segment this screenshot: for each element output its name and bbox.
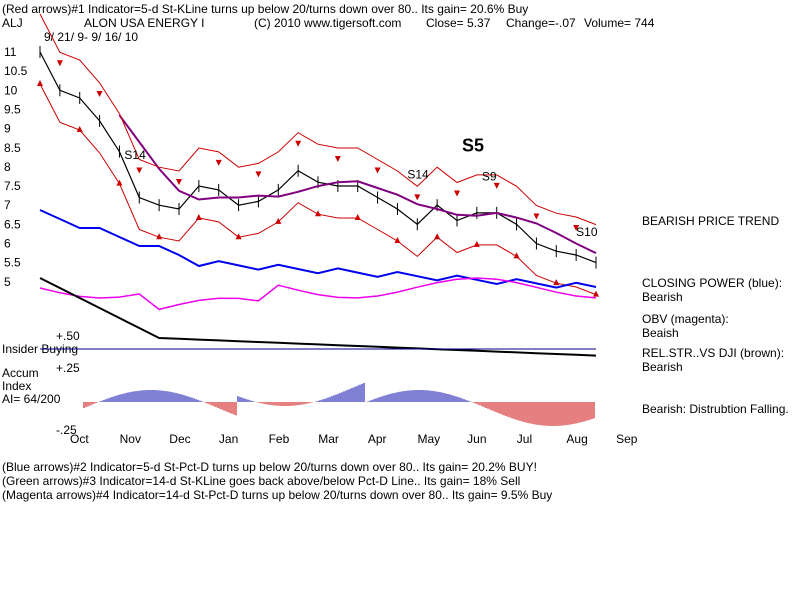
footer-indicator-2: (Blue arrows)#2 Indicator=5-d St-Pct-D t…: [2, 460, 537, 474]
lower-band-line: [39, 83, 597, 296]
month-label: Mar: [318, 432, 339, 446]
price-tick-label: 7.5: [4, 179, 21, 193]
sell-arrow-icon: [334, 156, 341, 163]
upper-band-line: [39, 13, 597, 226]
price-tick-label: 5.5: [4, 256, 21, 270]
signal-label: S14: [124, 148, 146, 162]
trend-label: BEARISH PRICE TREND: [642, 214, 780, 228]
ticker-symbol: ALJ: [2, 16, 23, 30]
volume: Volume= 744: [584, 16, 655, 30]
price-tick-label: 8.5: [4, 141, 21, 155]
buy-arrow-icon: [434, 233, 441, 240]
close-price: Close= 5.37: [426, 16, 491, 30]
buy-arrow-icon: [116, 179, 123, 186]
buy-arrow-icon: [76, 125, 83, 132]
price-tick-label: 8: [4, 160, 11, 174]
sell-arrow-icon: [374, 167, 381, 174]
price-tick-label: 5: [4, 275, 11, 289]
accum-tick-label: +.50: [56, 329, 80, 343]
month-label: Oct: [70, 432, 89, 446]
signal-label: S9: [482, 169, 497, 183]
month-label: Apr: [368, 432, 387, 446]
sell-arrow-icon: [56, 60, 63, 67]
relative-strength-line: [39, 277, 597, 357]
month-label: Jul: [517, 432, 532, 446]
closing-power-line: [39, 209, 597, 289]
month-label: Aug: [566, 432, 587, 446]
buy-arrow-icon: [593, 290, 599, 297]
month-label: Nov: [120, 432, 141, 446]
buy-arrow-icon: [473, 240, 480, 247]
copyright: (C) 2010 www.tigersoft.com: [254, 16, 402, 30]
buy-arrow-icon: [156, 233, 163, 240]
month-label: May: [418, 432, 441, 446]
sell-arrow-icon: [136, 167, 143, 174]
footer-indicator-4: (Magenta arrows)#4 Indicator=14-d St-Pct…: [2, 488, 553, 502]
moving-average-line: [118, 114, 597, 255]
buy-arrow-icon: [235, 233, 242, 240]
price-tick-label: 10: [4, 83, 18, 97]
buy-arrow-icon: [275, 217, 282, 224]
sell-arrow-icon: [533, 213, 540, 220]
month-label: Sep: [616, 432, 638, 446]
buy-arrow-icon: [513, 252, 520, 259]
price-tick-label: 9: [4, 122, 11, 136]
relstr-value: Bearish: [642, 360, 683, 374]
obv-line: [39, 277, 597, 311]
company-name: ALON USA ENERGY I: [84, 16, 205, 30]
relstr-title: REL.STR..VS DJI (brown):: [642, 346, 785, 360]
sell-arrow-icon: [255, 171, 262, 178]
closing-power-title: CLOSING POWER (blue):: [642, 276, 783, 290]
price-tick-label: 11: [4, 45, 17, 59]
price-tick-label: 6.5: [4, 217, 21, 231]
buy-arrow-icon: [354, 214, 361, 221]
sell-arrow-icon: [96, 90, 103, 97]
header-indicator-1: (Red arrows)#1 Indicator=5-d St-KLine tu…: [2, 2, 529, 16]
month-label: Feb: [269, 432, 290, 446]
price-tick-label: 7: [4, 198, 11, 212]
accum-title: Accum: [2, 366, 39, 380]
obv-title: OBV (magenta):: [642, 312, 729, 326]
signal-label: S10: [576, 225, 598, 239]
month-label: Jan: [219, 432, 238, 446]
sell-arrow-icon: [414, 194, 421, 201]
date-range: 9/ 21/ 9- 9/ 16/ 10: [44, 30, 139, 44]
signal-label: S5: [462, 136, 484, 156]
sell-arrow-icon: [573, 224, 580, 231]
sell-arrow-icon: [215, 159, 222, 166]
month-label: Jun: [467, 432, 486, 446]
signal-label: S14: [407, 167, 429, 181]
buy-arrow-icon: [553, 279, 560, 286]
accum-tick-label: -.25: [56, 423, 77, 437]
sell-arrow-icon: [454, 190, 460, 197]
price-tick-label: 9.5: [4, 102, 21, 116]
accum-tick-label: +.25: [56, 361, 80, 375]
month-label: Dec: [169, 432, 190, 446]
price-tick-label: 6: [4, 237, 11, 251]
price-line: [39, 51, 597, 264]
obv-value: Beaish: [642, 326, 679, 340]
footer-indicator-3: (Green arrows)#3 Indicator=14-d St-KLine…: [2, 474, 521, 488]
accum-note: Bearish: Distrubtion Falling.: [642, 402, 789, 416]
accum-reading: AI= 64/200: [2, 392, 61, 406]
closing-power-value: Bearish: [642, 290, 683, 304]
accum-title-2: Index: [2, 379, 32, 393]
buy-arrow-icon: [195, 214, 202, 221]
sell-arrow-icon: [295, 140, 302, 147]
price-change: Change=-.07: [506, 16, 576, 30]
sell-arrow-icon: [176, 179, 182, 186]
buy-arrow-icon: [315, 210, 321, 217]
buy-arrow-icon: [394, 237, 401, 244]
sell-arrow-icon: [493, 182, 500, 189]
buy-arrow-icon: [37, 80, 43, 86]
price-tick-label: 10.5: [4, 64, 28, 78]
